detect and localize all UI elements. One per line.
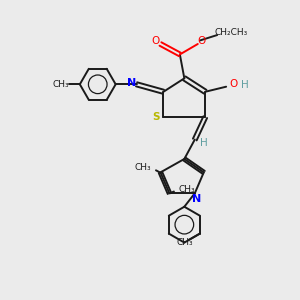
Text: CH₃: CH₃	[52, 80, 69, 89]
Text: CH₃: CH₃	[176, 238, 193, 247]
Text: CH₂CH₃: CH₂CH₃	[214, 28, 247, 37]
Text: N: N	[192, 194, 201, 204]
Text: O: O	[152, 36, 160, 46]
Text: N: N	[127, 78, 136, 88]
Text: O: O	[197, 36, 206, 46]
Text: CH₃: CH₃	[178, 185, 195, 194]
Text: H: H	[200, 137, 208, 148]
Text: H: H	[241, 80, 249, 90]
Text: S: S	[152, 112, 160, 122]
Text: CH₃: CH₃	[135, 164, 152, 172]
Text: O: O	[229, 79, 237, 89]
